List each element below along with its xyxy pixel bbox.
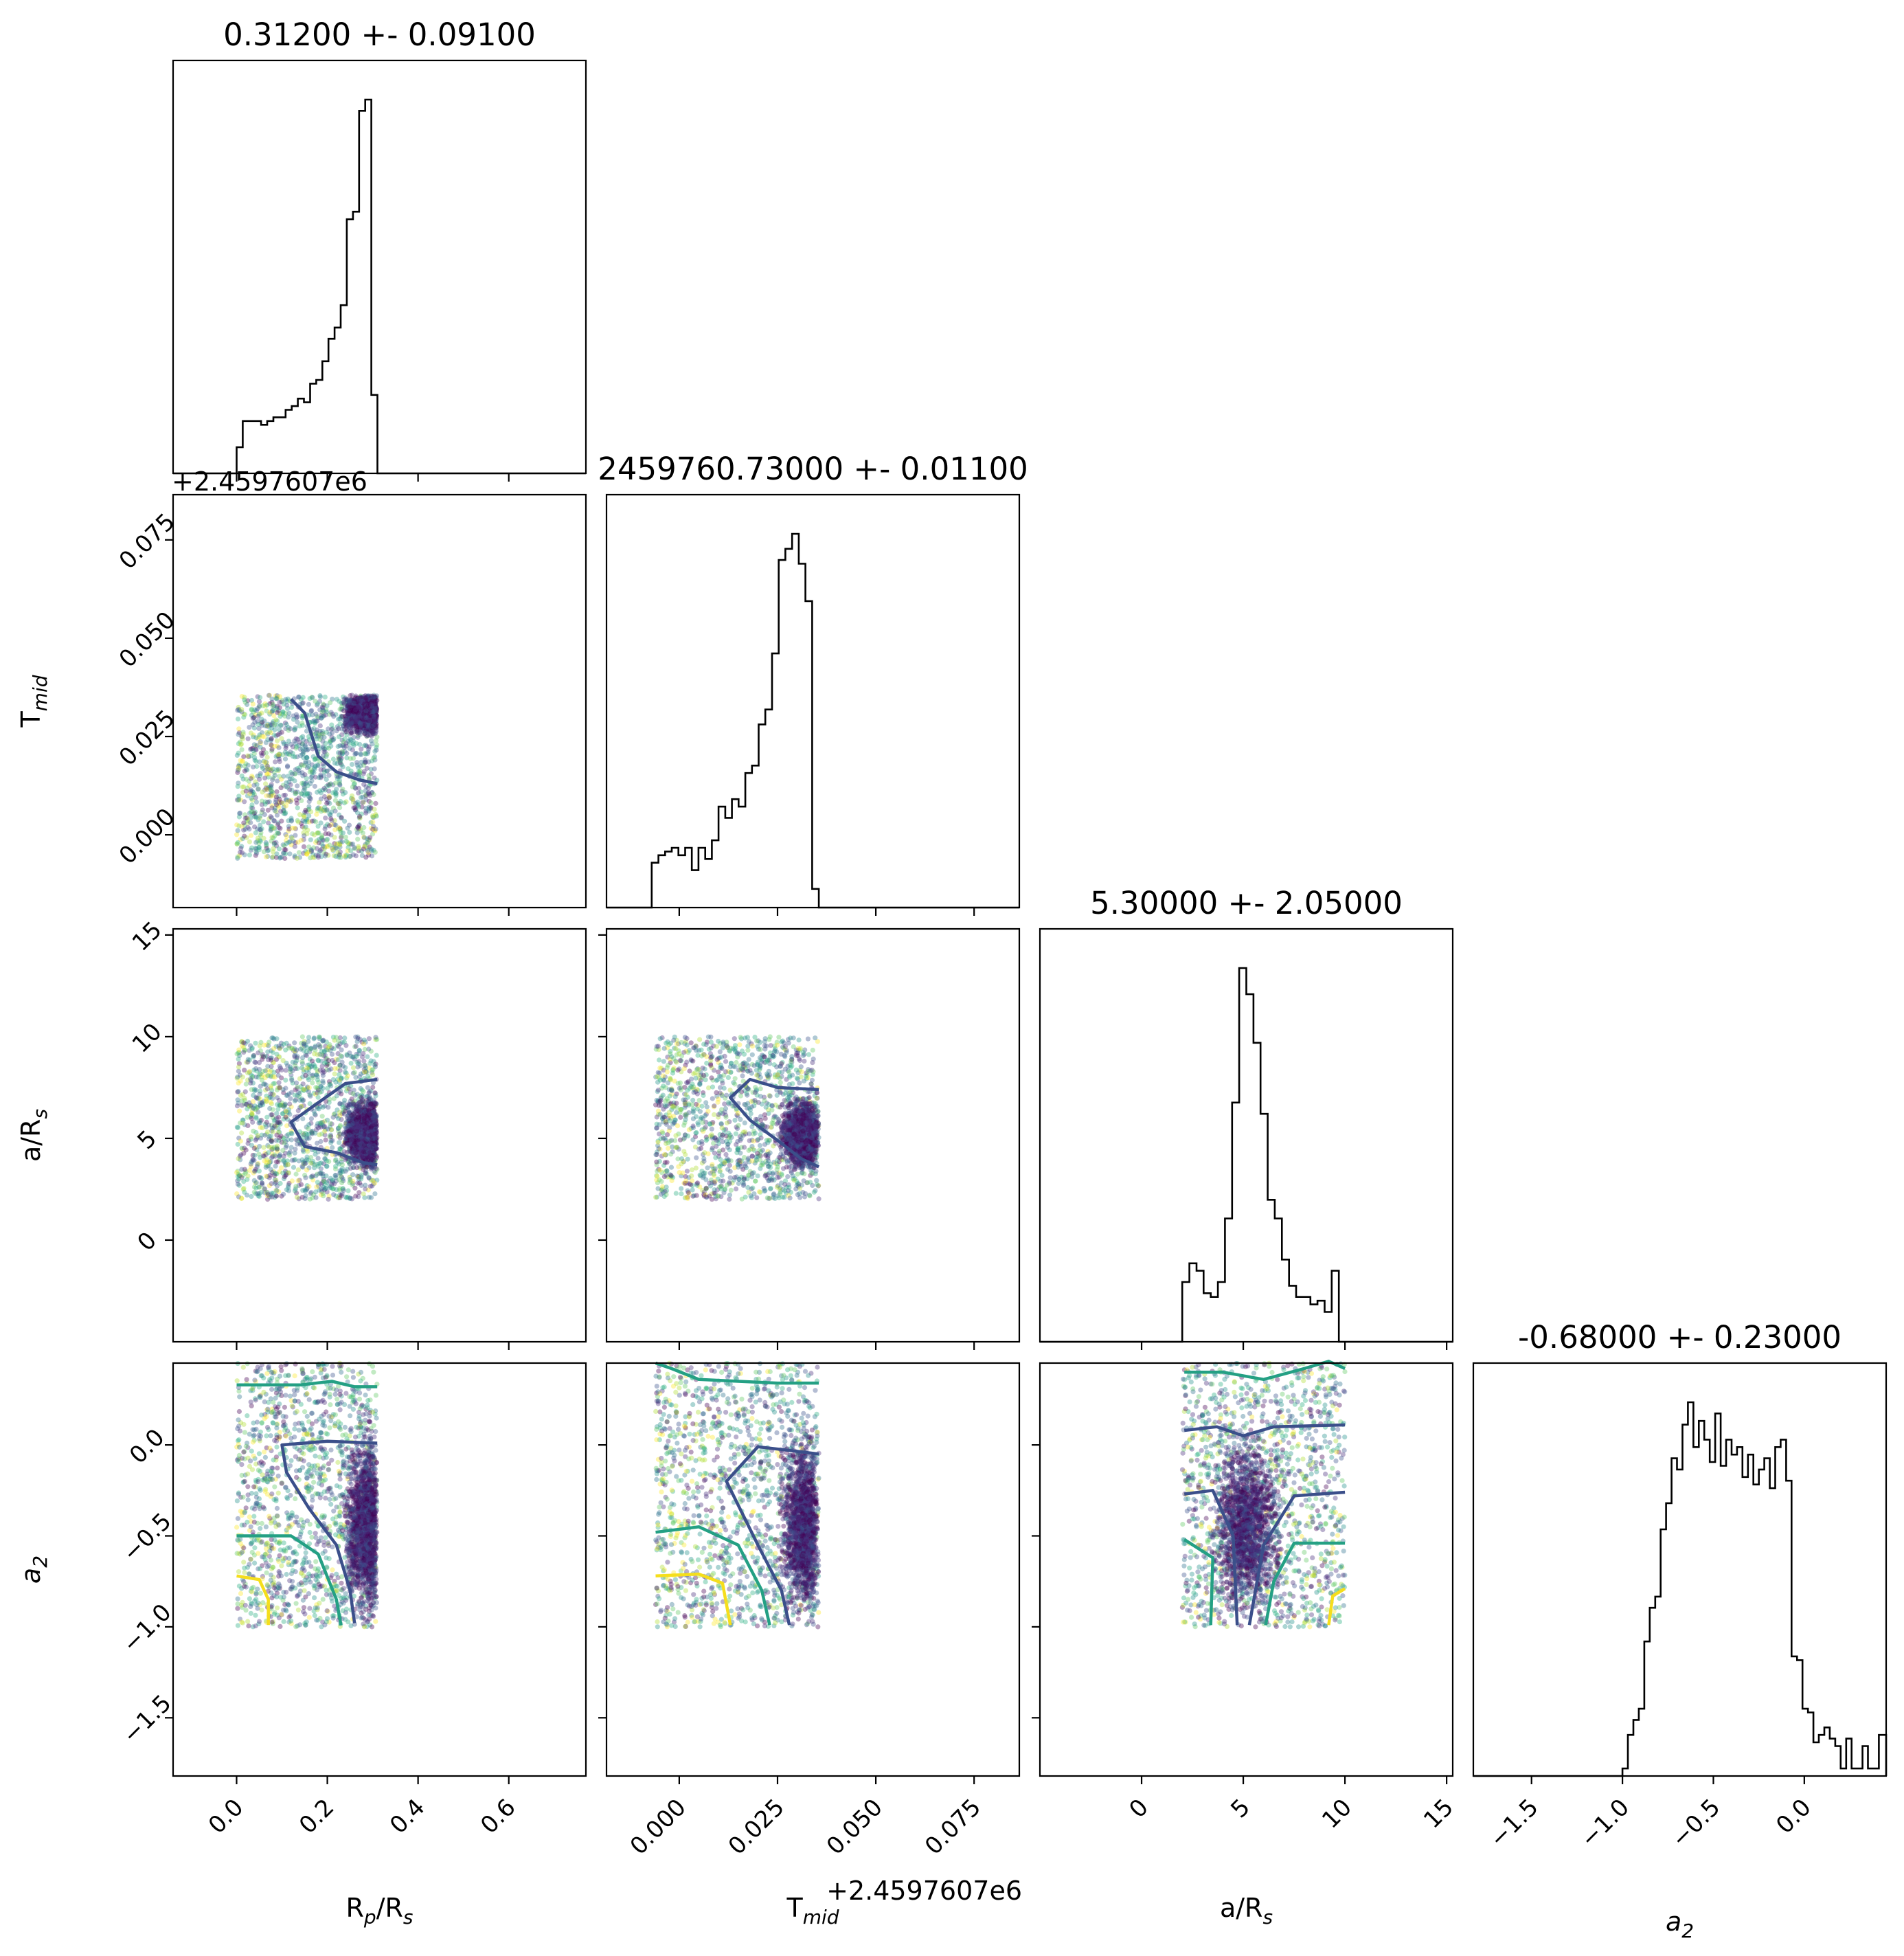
y-tick-label-tmid: 0.025	[114, 705, 181, 772]
contour-ars-tmid	[729, 1077, 820, 1169]
x-axis-label-tmid: Tmid	[786, 1893, 839, 1929]
x-tick-label-tmid: 0.050	[821, 1794, 888, 1861]
y-tick-label-ars: 15	[127, 917, 168, 957]
y-tick-label-ars: 10	[127, 1018, 168, 1059]
y-tick-label-a2: 0.0	[124, 1424, 170, 1470]
title-ars: 5.30000 +- 2.05000	[1090, 885, 1403, 921]
panel-frame-tmid-tmid	[605, 493, 1021, 909]
contour-a2-ars-lowleft	[1183, 1538, 1214, 1626]
scatter-a2-vs-rp	[234, 1360, 380, 1630]
y-offset-label-tmid: +2.4597607e6	[172, 466, 367, 497]
panel-frame-ars-rp	[172, 928, 587, 1343]
panel-frame-ars-tmid	[605, 928, 1021, 1343]
contour-a2-ars-lowright	[1264, 1541, 1346, 1626]
panel-frame-rp-rp	[172, 59, 587, 475]
contour-tmid-rp	[290, 698, 378, 785]
y-axis-label-tmid: Tmid	[16, 675, 52, 728]
histogram-rp	[173, 98, 586, 475]
histogram-a2	[1473, 1401, 1888, 1777]
panel-frame-a2-ars	[1039, 1362, 1454, 1777]
y-tick-label-tmid: 0.000	[114, 803, 181, 870]
y-tick-label-a2: −1.5	[117, 1689, 177, 1749]
contour-a2-ars-lowcorner	[1327, 1587, 1346, 1626]
x-axis-label-ars: a/Rs	[1220, 1893, 1273, 1929]
contour-a2-tmid-inner	[725, 1445, 819, 1626]
y-tick-label-tmid: 0.050	[114, 607, 181, 673]
contour-ars-rp	[289, 1077, 378, 1167]
panel-frame-ars-ars	[1039, 928, 1454, 1343]
panel-frames	[172, 59, 1888, 1777]
x-tick-label-a2: −1.0	[1575, 1794, 1635, 1854]
y-tick-label-a2: −1.0	[117, 1599, 177, 1659]
histogram-layer	[173, 98, 1888, 1777]
contour-layer	[236, 698, 1346, 1626]
x-tick-label-rp: 0.6	[475, 1794, 521, 1840]
scatter-a2-vs-tmid	[653, 1360, 821, 1630]
title-tmid: 2459760.73000 +- 0.01100	[598, 451, 1028, 487]
scatter-ars-vs-rp	[234, 1034, 380, 1202]
contour-a2-ars-right	[1247, 1490, 1346, 1626]
tick-layer	[165, 473, 1805, 1784]
panel-frame-tmid-rp	[172, 493, 587, 909]
contour-a2-tmid-outer	[655, 1361, 819, 1385]
x-offset-label-tmid: +2.4597607e6	[826, 1876, 1022, 1906]
y-tick-label-tmid: 0.075	[114, 508, 181, 574]
x-tick-label-rp: 0.2	[294, 1794, 340, 1840]
panel-frame-a2-a2	[1472, 1362, 1888, 1777]
x-tick-label-tmid: 0.025	[723, 1794, 790, 1861]
x-tick-label-rp: 0.0	[203, 1794, 249, 1840]
y-axis-label-a2: a2	[16, 1555, 52, 1584]
panel-frame-a2-rp	[172, 1362, 587, 1777]
x-tick-label-ars: 15	[1418, 1794, 1459, 1834]
x-tick-label-ars: 10	[1317, 1794, 1357, 1834]
title-a2: -0.68000 +- 0.23000	[1518, 1319, 1841, 1356]
scatter-layer	[234, 693, 1348, 1630]
y-tick-label-a2: −0.5	[117, 1507, 177, 1567]
x-tick-label-tmid: 0.000	[625, 1794, 692, 1861]
contour-a2-rp-mid	[236, 1534, 343, 1626]
x-tick-label-a2: −1.5	[1484, 1794, 1544, 1854]
y-tick-label-ars: 0	[132, 1226, 162, 1257]
contour-a2-tmid-low	[655, 1572, 732, 1626]
contour-a2-rp-inner	[280, 1439, 378, 1623]
scatter-tmid-vs-rp	[234, 693, 380, 861]
y-axis-label-ars: a/Rs	[16, 1109, 52, 1162]
x-tick-label-a2: −0.5	[1666, 1794, 1726, 1854]
x-axis-label-a2: a2	[1666, 1907, 1694, 1942]
title-rp: 0.31200 +- 0.09100	[223, 16, 536, 53]
x-tick-label-tmid: 0.075	[920, 1794, 986, 1861]
histogram-ars	[1040, 967, 1453, 1343]
text-layer: 0.0 0.2 0.4 0.6 0.000 0.025 0.050 0.075 0 5 10 15 −1…	[16, 16, 1841, 1942]
contour-a2-ars-upper	[1183, 1423, 1346, 1438]
x-axis-label-rp: Rp/Rs	[346, 1893, 413, 1929]
contour-a2-ars-left	[1183, 1489, 1239, 1626]
x-tick-label-ars: 5	[1225, 1794, 1256, 1824]
histogram-tmid	[607, 532, 1019, 909]
panel-frame-a2-tmid	[605, 1362, 1021, 1777]
x-tick-label-rp: 0.4	[385, 1794, 431, 1840]
y-tick-label-ars: 5	[132, 1125, 162, 1155]
contour-a2-tmid-mid	[655, 1525, 771, 1626]
contour-a2-rp-outer	[236, 1380, 378, 1389]
scatter-ars-vs-tmid	[653, 1034, 821, 1202]
x-tick-label-a2: 0.0	[1771, 1794, 1817, 1840]
x-tick-label-ars: 0	[1124, 1794, 1154, 1824]
contour-a2-rp-low	[236, 1574, 270, 1626]
